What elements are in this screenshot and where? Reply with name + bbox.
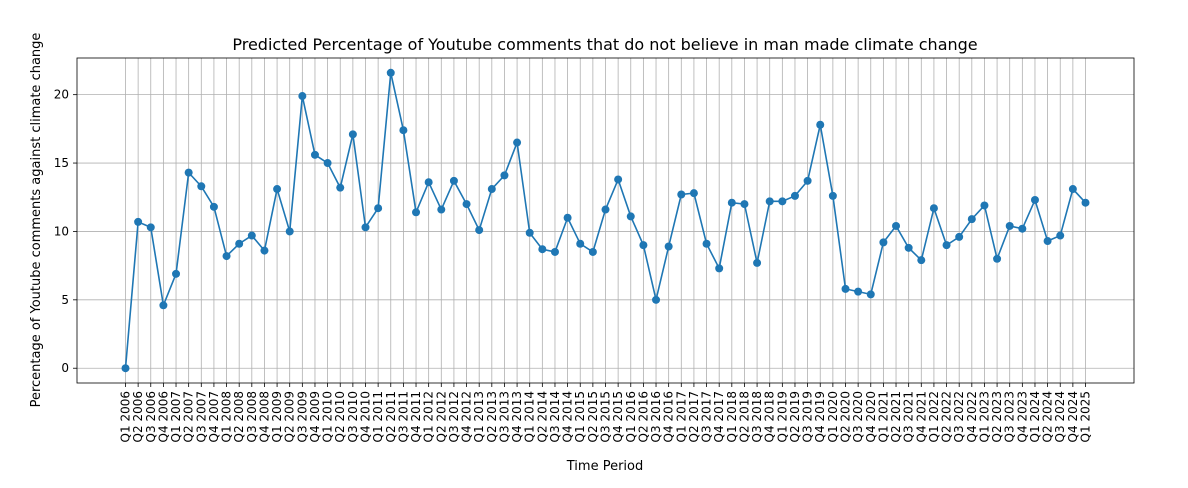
data-point	[652, 296, 660, 304]
data-point	[589, 248, 597, 256]
y-tick-label: 5	[61, 293, 69, 307]
data-point	[564, 214, 572, 222]
data-point	[362, 223, 370, 231]
data-point	[1031, 196, 1039, 204]
data-point	[715, 264, 723, 272]
data-point	[955, 233, 963, 241]
y-tick-label: 0	[61, 361, 69, 375]
data-point	[324, 159, 332, 167]
data-point	[1018, 225, 1026, 233]
data-point	[980, 201, 988, 209]
data-point	[943, 241, 951, 249]
data-point	[235, 240, 243, 248]
x-tick-label: Q1 2025	[1079, 391, 1093, 442]
data-point	[526, 229, 534, 237]
data-point	[677, 191, 685, 199]
data-point	[248, 232, 256, 240]
data-point	[728, 199, 736, 207]
data-point	[968, 215, 976, 223]
data-point	[488, 185, 496, 193]
data-point	[740, 200, 748, 208]
data-point	[791, 192, 799, 200]
data-point	[260, 247, 268, 255]
data-point	[766, 197, 774, 205]
data-point	[197, 182, 205, 190]
data-point	[753, 259, 761, 267]
y-tick-label: 15	[54, 156, 69, 170]
data-point	[816, 121, 824, 129]
data-point	[336, 184, 344, 192]
data-point	[993, 255, 1001, 263]
x-gridlines	[126, 58, 1086, 383]
data-point	[842, 285, 850, 293]
data-point	[223, 252, 231, 260]
data-point	[602, 206, 610, 214]
data-point	[387, 69, 395, 77]
data-point	[210, 203, 218, 211]
data-point	[513, 139, 521, 147]
data-point	[703, 240, 711, 248]
data-point	[1082, 199, 1090, 207]
data-point	[273, 185, 281, 193]
data-point	[804, 177, 812, 185]
data-point	[867, 290, 875, 298]
y-axis-ticks: 0 5 10 15 20	[54, 88, 77, 376]
data-point	[627, 212, 635, 220]
y-tick-label: 20	[54, 88, 69, 102]
data-point	[425, 178, 433, 186]
data-point	[399, 126, 407, 134]
y-axis-label: Percentage of Youtube comments against c…	[29, 33, 44, 408]
data-point	[1056, 232, 1064, 240]
data-point	[905, 244, 913, 252]
data-point	[614, 175, 622, 183]
data-point	[298, 92, 306, 100]
data-point	[159, 301, 167, 309]
data-point	[500, 171, 508, 179]
data-point	[185, 169, 193, 177]
data-point	[1006, 222, 1014, 230]
data-point	[879, 238, 887, 246]
data-point	[576, 240, 584, 248]
data-point	[778, 197, 786, 205]
data-point	[665, 242, 673, 250]
data-point	[917, 256, 925, 264]
chart-title: Predicted Percentage of Youtube comments…	[232, 35, 977, 54]
data-point	[930, 204, 938, 212]
x-axis-label: Time Period	[566, 459, 643, 474]
data-point	[892, 222, 900, 230]
y-tick-label: 10	[54, 224, 69, 238]
data-point	[1069, 185, 1077, 193]
data-point	[854, 288, 862, 296]
data-point	[286, 227, 294, 235]
data-point	[172, 270, 180, 278]
data-point	[639, 241, 647, 249]
data-point	[311, 151, 319, 159]
data-point	[122, 364, 130, 372]
data-point	[374, 204, 382, 212]
data-point	[412, 208, 420, 216]
data-point	[1044, 237, 1052, 245]
data-point	[829, 192, 837, 200]
data-point	[538, 245, 546, 253]
data-point	[463, 200, 471, 208]
data-point	[134, 218, 142, 226]
data-point	[475, 226, 483, 234]
data-point	[437, 206, 445, 214]
data-point	[450, 177, 458, 185]
data-point	[551, 248, 559, 256]
data-point	[349, 130, 357, 138]
data-point	[147, 223, 155, 231]
data-point	[690, 189, 698, 197]
